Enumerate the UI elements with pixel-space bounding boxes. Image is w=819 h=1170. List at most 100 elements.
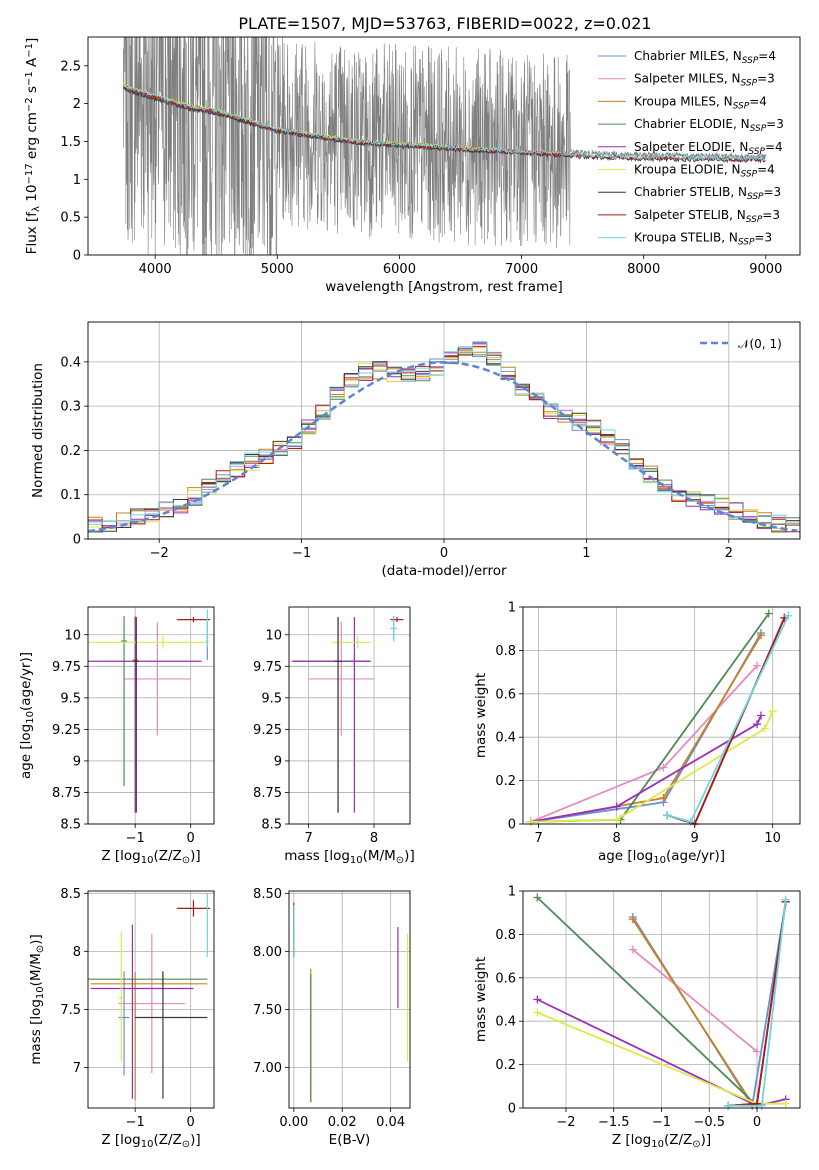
legend-label-name: Salpeter ELODIE, N	[634, 140, 748, 154]
label-part: mass [log	[28, 999, 44, 1065]
x-tick-label: 9000	[749, 262, 782, 277]
series-marker	[533, 1008, 542, 1017]
label-part: )]	[190, 1132, 201, 1148]
label-part: ⊙	[182, 1139, 190, 1150]
y-tick-label: 10	[265, 628, 282, 643]
series-marker	[533, 893, 542, 902]
x-tick-label: 5000	[261, 262, 294, 277]
y-tick-label: 8.75	[253, 786, 282, 801]
series-marker	[612, 802, 621, 811]
label-part: (M/M	[28, 953, 44, 986]
series-marker	[781, 1099, 790, 1108]
x-tick-label: 6000	[383, 262, 416, 277]
legend-label-sub: SSP	[748, 146, 765, 156]
mass_vs_ebv-plot	[293, 902, 409, 1103]
y-tick-label: 0.4	[495, 731, 516, 746]
y-tick-label: 8.5	[60, 887, 81, 902]
x-tick-label: 0.00	[279, 1115, 308, 1130]
x-tick-label: −1	[652, 1115, 671, 1130]
x-tick-label: 0	[187, 831, 195, 846]
x-tick-label: 8	[370, 831, 378, 846]
label-part: 10	[653, 855, 666, 866]
label-part: s	[24, 86, 40, 97]
y-axis-label: mass weight	[473, 673, 489, 758]
series-marker	[628, 945, 637, 954]
series-marker	[612, 815, 621, 824]
label-part: )]	[701, 1132, 712, 1148]
legend-label-value: =4	[757, 163, 775, 177]
series-marker	[756, 631, 765, 640]
x-axis-label: E(B-V)	[329, 1132, 371, 1148]
label-part: ⊙	[182, 855, 190, 866]
spectrum-plot	[122, 37, 767, 255]
y-tick-label: 2	[73, 97, 81, 112]
y-tick-label: 0.2	[495, 774, 516, 789]
label-part: ⊙	[692, 1139, 700, 1150]
legend-label-name: Salpeter STELIB, N	[634, 208, 746, 222]
y-tick-label: 0	[73, 249, 81, 264]
x-axis-label: Z [log10(Z/Z⊙)]	[612, 1132, 711, 1150]
y-axis-label: Normed distribution	[30, 363, 46, 498]
label-part: mass weight	[473, 957, 489, 1042]
axes-frame-mass_vs_ebv	[288, 890, 411, 1109]
x-tick-label: 0	[753, 1115, 761, 1130]
y-tick-label: 8.75	[52, 786, 81, 801]
series-marker	[686, 817, 695, 826]
label-part: −2	[24, 97, 35, 112]
series-marker	[753, 661, 762, 670]
y-tick-label: 1.5	[60, 135, 81, 150]
x-tick-label: −2	[556, 1115, 575, 1130]
label-part: age [log	[598, 848, 653, 864]
label-part: Z [log	[101, 848, 140, 864]
mass_vs_Z-plot	[88, 893, 211, 1100]
y-tick-label: 9.25	[253, 723, 282, 738]
axes-mass_vs_Z: −1 0 7 7.5 8 8.5	[60, 887, 214, 1130]
y-tick-label: 1	[73, 173, 81, 188]
y-tick-label: 8.5	[261, 818, 282, 833]
x-axis-label: Z [log10(Z/Z⊙)]	[101, 848, 200, 866]
y-tick-label: 0.5	[60, 211, 81, 226]
legend-label-value: =4	[749, 94, 767, 108]
label-part: 10	[25, 711, 36, 724]
y-tick-label: 0.2	[495, 1058, 516, 1073]
series-marker	[764, 609, 773, 618]
y-tick-label: 2.5	[60, 59, 81, 74]
legend-label-value: =3	[754, 231, 772, 245]
label-part: (data-model)/error	[381, 563, 507, 579]
series-line	[530, 715, 762, 823]
legend-label-value: =3	[764, 185, 782, 199]
label-part: ]	[24, 38, 40, 43]
legend-label-sub: SSP	[741, 169, 758, 179]
legend-label-value: =3	[762, 208, 780, 222]
y-tick-label: 1	[508, 601, 516, 616]
label-part: Flux [f	[24, 211, 40, 255]
series-marker	[757, 1101, 766, 1110]
y-tick-label: 0.4	[60, 355, 81, 370]
y-tick-label: 9	[274, 754, 282, 769]
legend-label: Chabrier ELODIE, NSSP=3	[634, 117, 784, 134]
label-part: )]	[190, 848, 201, 864]
legend-label: Kroupa STELIB, NSSP=3	[634, 231, 772, 248]
x-tick-label: 0.02	[328, 1115, 357, 1130]
y-tick-label: 1	[508, 885, 516, 900]
label-part: 10	[350, 855, 363, 866]
y-tick-label: 0.6	[495, 687, 516, 702]
series-marker	[753, 1047, 762, 1056]
y-tick-label: 8.50	[253, 887, 282, 902]
legend-label-sub: SSP	[742, 56, 759, 66]
legend-label-sub: SSP	[746, 215, 763, 225]
label-part: ⊙	[396, 855, 404, 866]
legend-label: Salpeter MILES, NSSP=3	[634, 72, 775, 89]
axes-frame-massweight_vs_age	[522, 606, 801, 825]
series-marker	[628, 915, 637, 924]
y-tick-label: 0.6	[495, 971, 516, 986]
label-part: (Z/Z	[153, 848, 181, 864]
x-tick-label: 7	[304, 831, 312, 846]
y-tick-label: 0.8	[495, 644, 516, 659]
series-marker	[760, 724, 769, 733]
x-axis-label: wavelength [Angstrom, rest frame]	[325, 279, 563, 295]
y-tick-label: 0.4	[495, 1015, 516, 1030]
x-tick-label: 7000	[505, 262, 538, 277]
axes-spectrum: 4000 5000 6000 7000 8000 9000 0 0.5 1 1.5 2 2.5	[60, 59, 782, 277]
